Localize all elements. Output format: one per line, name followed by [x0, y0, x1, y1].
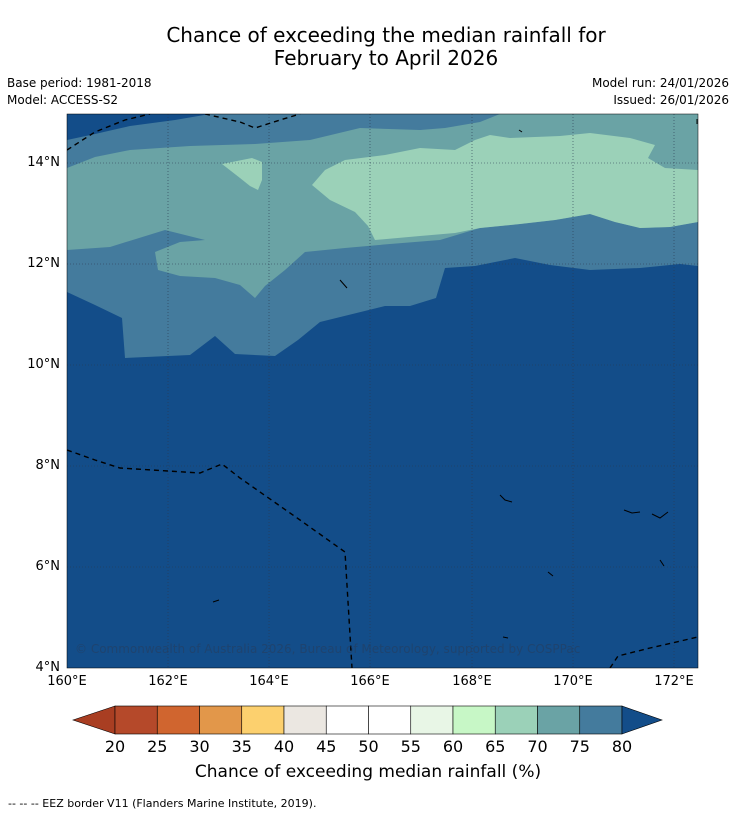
- colorbar-box-50-55: [368, 705, 412, 735]
- colorbar-tick-45: 45: [316, 737, 337, 756]
- colorbar-box-35-40: [241, 705, 285, 735]
- contour-65-70: [312, 114, 698, 240]
- colorbar-tick-75: 75: [569, 737, 590, 756]
- copyright-notice: © Commonwealth of Australia 2026, Bureau…: [75, 642, 581, 656]
- map-title-line1: Chance of exceeding the median rainfall …: [166, 23, 606, 47]
- lon-label-162e: 162°E: [148, 674, 188, 689]
- colorbar-tick-65: 65: [485, 737, 506, 756]
- contour-80-plus-north: [67, 114, 210, 140]
- eez-borders: [67, 114, 698, 668]
- colorbar-tick-20: 20: [104, 737, 126, 756]
- map-frame: [66, 113, 699, 669]
- colorbar-box-25-30: [156, 705, 200, 735]
- colorbar-box-45-50: [325, 705, 369, 735]
- colorbar-box-75-80: [579, 705, 623, 735]
- lon-label-170e: 170°E: [553, 674, 593, 689]
- colorbar-box-20-25: [114, 705, 158, 735]
- colorbar-tick-70: 70: [527, 737, 548, 756]
- lat-label-14n: 14°N: [27, 155, 60, 170]
- colorbar-label: Chance of exceeding median rainfall (%): [194, 762, 542, 782]
- colorbar-tick-35: 35: [231, 737, 252, 756]
- issued-date: Issued: 26/01/2026: [613, 93, 729, 107]
- colorbar-box-65-70: [494, 705, 538, 735]
- lat-label-10n: 10°N: [27, 357, 60, 372]
- colorbar-box-30-35: [199, 705, 243, 735]
- eez-legend-note: -- -- -- EEZ border V11 (Flanders Marine…: [8, 797, 317, 810]
- lat-label-8n: 8°N: [35, 458, 61, 473]
- lon-label-168e: 168°E: [452, 674, 492, 689]
- colorbar-tick-25: 25: [147, 737, 168, 756]
- colorbar-low-arrow: [72, 705, 116, 735]
- colorbar-box-55-60: [410, 705, 454, 735]
- lon-label-172e: 172°E: [654, 674, 694, 689]
- colorbar-high-arrow: [621, 705, 663, 735]
- map-title-line2: February to April 2026: [273, 46, 499, 70]
- base-period: Base period: 1981-2018: [7, 76, 152, 90]
- contour-65-70-west: [222, 158, 262, 190]
- model-run-date: Model run: 24/01/2026: [591, 76, 729, 90]
- lat-label-12n: 12°N: [27, 256, 60, 271]
- lon-label-164e: 164°E: [249, 674, 289, 689]
- lat-label-4n: 4°N: [35, 660, 61, 675]
- colorbar-tick-30: 30: [189, 737, 210, 756]
- colorbar-tick-80: 80: [611, 737, 633, 756]
- colorbar-box-40-45: [283, 705, 327, 735]
- colorbar-tick-40: 40: [273, 737, 295, 756]
- colorbar-tick-55: 55: [400, 737, 421, 756]
- colorbar-tick-50: 50: [358, 737, 379, 756]
- map-contours: [67, 114, 698, 668]
- colorbar-box-60-65: [452, 705, 496, 735]
- islands: [212, 119, 698, 639]
- model-name: Model: ACCESS-S2: [7, 93, 119, 107]
- colorbar-tick-60: 60: [442, 737, 464, 756]
- colorbar: [72, 705, 663, 735]
- lon-label-160e: 160°E: [47, 674, 87, 689]
- lon-label-166e: 166°E: [350, 674, 390, 689]
- colorbar-box-70-75: [537, 705, 581, 735]
- lat-label-6n: 6°N: [35, 559, 61, 574]
- graticule: [67, 114, 698, 668]
- contour-75-80-north: [390, 114, 500, 130]
